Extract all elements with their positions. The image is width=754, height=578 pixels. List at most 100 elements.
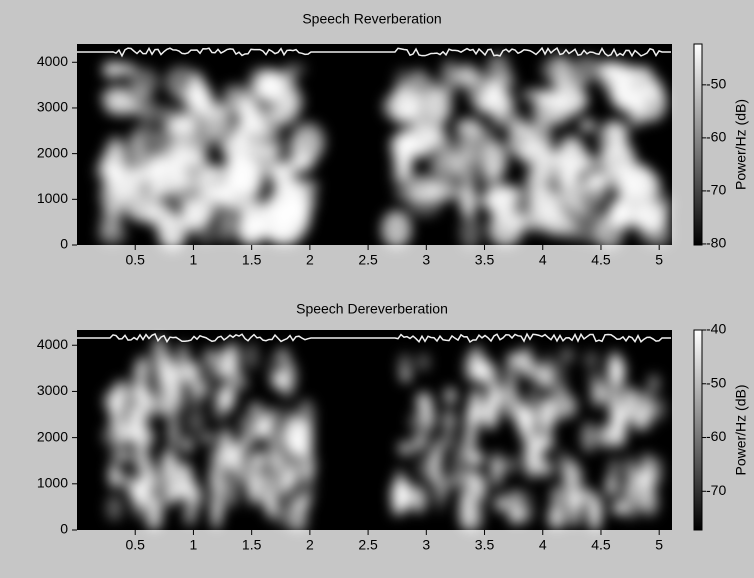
texture-blob xyxy=(392,149,414,187)
texture-blob xyxy=(556,449,568,475)
texture-blob xyxy=(273,206,306,246)
texture-blob xyxy=(431,439,443,463)
texture-blob xyxy=(188,381,204,410)
texture-blob xyxy=(633,469,652,509)
texture-blob xyxy=(653,396,667,421)
texture-blob xyxy=(483,186,514,216)
y-tick-label: 1000 xyxy=(37,190,68,206)
texture-blob xyxy=(485,53,511,89)
x-tick-label: 1 xyxy=(190,252,198,268)
texture-blob xyxy=(439,431,456,450)
colorbar-tick-label: -70 xyxy=(706,482,726,498)
texture-blob xyxy=(231,126,249,147)
texture-blob xyxy=(455,118,482,138)
texture-blob xyxy=(138,103,170,125)
texture-blob xyxy=(588,497,602,533)
texture-blob xyxy=(551,55,573,95)
texture-blob xyxy=(476,126,497,146)
texture-blob xyxy=(447,474,461,488)
texture-blob xyxy=(568,495,582,528)
texture-blob xyxy=(166,164,192,205)
texture-blob xyxy=(579,173,609,206)
texture-blob xyxy=(440,59,459,97)
texture-blob xyxy=(264,489,279,519)
texture-blob xyxy=(459,185,478,218)
spectrogram-texture xyxy=(102,335,667,535)
texture-blob xyxy=(141,467,153,507)
texture-blob xyxy=(407,193,442,217)
texture-blob xyxy=(161,450,175,479)
texture-blob xyxy=(239,430,254,448)
texture-blob xyxy=(559,134,583,156)
texture-blob xyxy=(390,479,409,512)
texture-blob xyxy=(381,210,412,249)
texture-blob xyxy=(551,485,564,508)
x-tick-label: 2 xyxy=(306,252,314,268)
texture-blob xyxy=(295,497,308,534)
texture-blob xyxy=(552,384,570,421)
texture-blob xyxy=(279,482,291,499)
texture-blob xyxy=(209,447,226,465)
texture-blob xyxy=(265,126,283,157)
texture-blob xyxy=(279,358,295,399)
texture-blob xyxy=(409,69,428,88)
x-tick-label: 4.5 xyxy=(591,537,611,553)
texture-blob xyxy=(128,194,165,222)
texture-blob xyxy=(443,409,456,433)
texture-blob xyxy=(521,88,551,102)
texture-blob xyxy=(518,349,531,371)
texture-blob xyxy=(510,214,543,231)
x-tick-label: 4 xyxy=(539,252,547,268)
texture-blob xyxy=(216,180,251,198)
chart-title: Speech Dereverberation xyxy=(296,301,448,317)
texture-blob xyxy=(429,150,464,182)
colorbar-tick-label: -70 xyxy=(706,182,726,198)
texture-blob xyxy=(109,449,124,462)
x-tick-label: 2.5 xyxy=(358,252,378,268)
texture-blob xyxy=(245,343,258,370)
texture-blob xyxy=(545,152,581,187)
texture-blob xyxy=(112,380,126,416)
texture-blob xyxy=(400,370,412,383)
texture-blob xyxy=(628,82,645,101)
texture-blob xyxy=(186,487,198,524)
texture-blob xyxy=(504,456,519,474)
texture-blob xyxy=(141,167,167,180)
colorbar-tick-label: -40 xyxy=(706,321,726,337)
texture-blob xyxy=(122,83,148,106)
texture-blob xyxy=(517,507,533,520)
texture-blob xyxy=(410,485,427,514)
texture-blob xyxy=(427,181,464,201)
texture-blob xyxy=(459,213,481,251)
texture-blob xyxy=(268,105,288,124)
texture-blob xyxy=(625,386,636,421)
y-tick-label: 2000 xyxy=(37,428,68,444)
texture-blob xyxy=(279,405,295,445)
texture-blob xyxy=(647,374,660,393)
colorbar xyxy=(693,329,703,531)
texture-blob xyxy=(560,347,574,364)
texture-blob xyxy=(159,223,178,245)
texture-blob xyxy=(218,347,236,378)
texture-blob xyxy=(267,434,282,472)
texture-blob xyxy=(185,123,214,158)
texture-blob xyxy=(127,134,144,163)
x-tick-label: 4.5 xyxy=(591,252,611,268)
texture-blob xyxy=(524,459,540,480)
texture-blob xyxy=(530,99,555,128)
texture-blob xyxy=(198,164,228,178)
y-tick-label: 3000 xyxy=(37,99,68,115)
colorbar-tick-label: -50 xyxy=(706,76,726,92)
colorbar-tick-label: -60 xyxy=(706,428,726,444)
texture-blob xyxy=(167,413,180,449)
texture-blob xyxy=(237,98,260,135)
texture-blob xyxy=(637,191,674,216)
y-tick-label: 3000 xyxy=(37,382,68,398)
x-tick-label: 5 xyxy=(655,537,663,553)
x-tick-label: 1.5 xyxy=(242,537,262,553)
texture-blob xyxy=(623,505,640,520)
texture-blob xyxy=(408,412,420,433)
texture-blob xyxy=(607,351,622,390)
texture-blob xyxy=(263,424,278,443)
texture-blob xyxy=(199,431,216,445)
